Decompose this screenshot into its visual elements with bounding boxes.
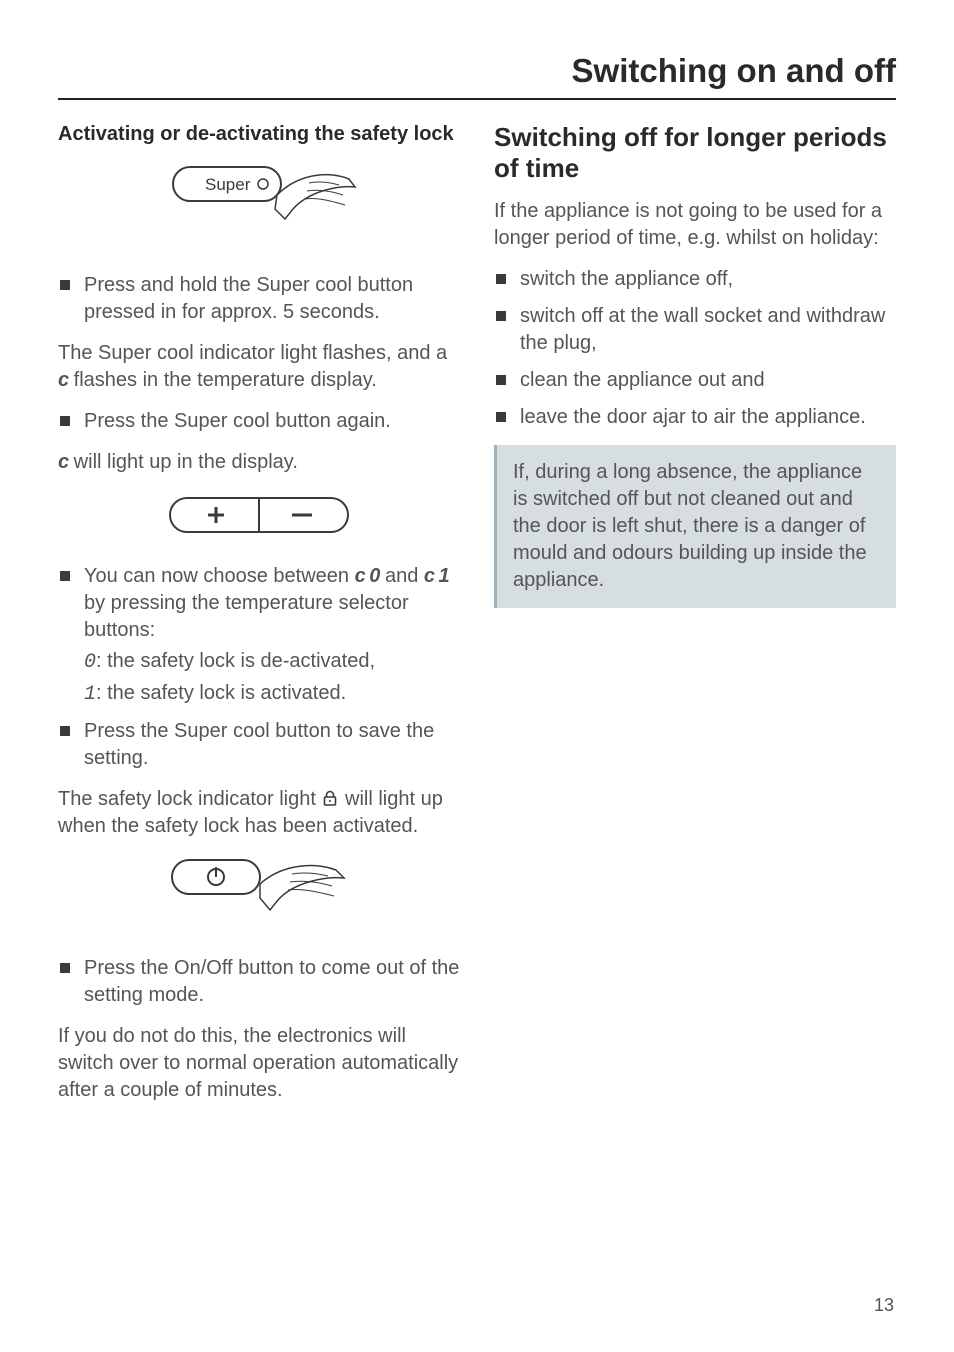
instruction-item: leave the door ajar to air the appliance…: [494, 404, 896, 431]
instruction-item: switch off at the wall socket and withdr…: [494, 303, 896, 357]
figure-onoff-button: [58, 854, 460, 937]
instruction-item: Press the Super cool button again.: [58, 408, 460, 435]
instruction-item: You can now choose between c 0 and c 1 b…: [58, 563, 460, 708]
body-paragraph: If the appliance is not going to be used…: [494, 198, 896, 252]
left-heading: Activating or de-activating the safety l…: [58, 122, 460, 147]
lock-icon: [321, 789, 339, 807]
figure-super-button: Super: [58, 161, 460, 254]
page-number: 13: [874, 1295, 894, 1316]
callout-box: If, during a long absence, the appliance…: [494, 445, 896, 608]
body-paragraph: The Super cool indicator light flashes, …: [58, 340, 460, 394]
page-title: Switching on and off: [58, 52, 896, 100]
super-label: Super: [205, 175, 251, 194]
c-glyph: c: [58, 451, 68, 473]
right-heading: Switching off for longer periods of time: [494, 122, 896, 184]
instruction-item: switch the appliance off,: [494, 266, 896, 293]
body-paragraph: The safety lock indicator light will lig…: [58, 786, 460, 840]
instruction-item: clean the appliance out and: [494, 367, 896, 394]
instruction-item: Press the Super cool button to save the …: [58, 718, 460, 772]
right-column: Switching off for longer periods of time…: [494, 122, 896, 1118]
instruction-item: Press and hold the Super cool button pre…: [58, 272, 460, 326]
left-column: Activating or de-activating the safety l…: [58, 122, 460, 1118]
two-column-layout: Activating or de-activating the safety l…: [58, 122, 896, 1118]
figure-plus-minus-selector: [58, 490, 460, 545]
body-paragraph: If you do not do this, the electronics w…: [58, 1023, 460, 1104]
body-paragraph: c will light up in the display.: [58, 449, 460, 476]
instruction-item: Press the On/Off button to come out of t…: [58, 955, 460, 1009]
c-glyph: c: [58, 369, 68, 391]
